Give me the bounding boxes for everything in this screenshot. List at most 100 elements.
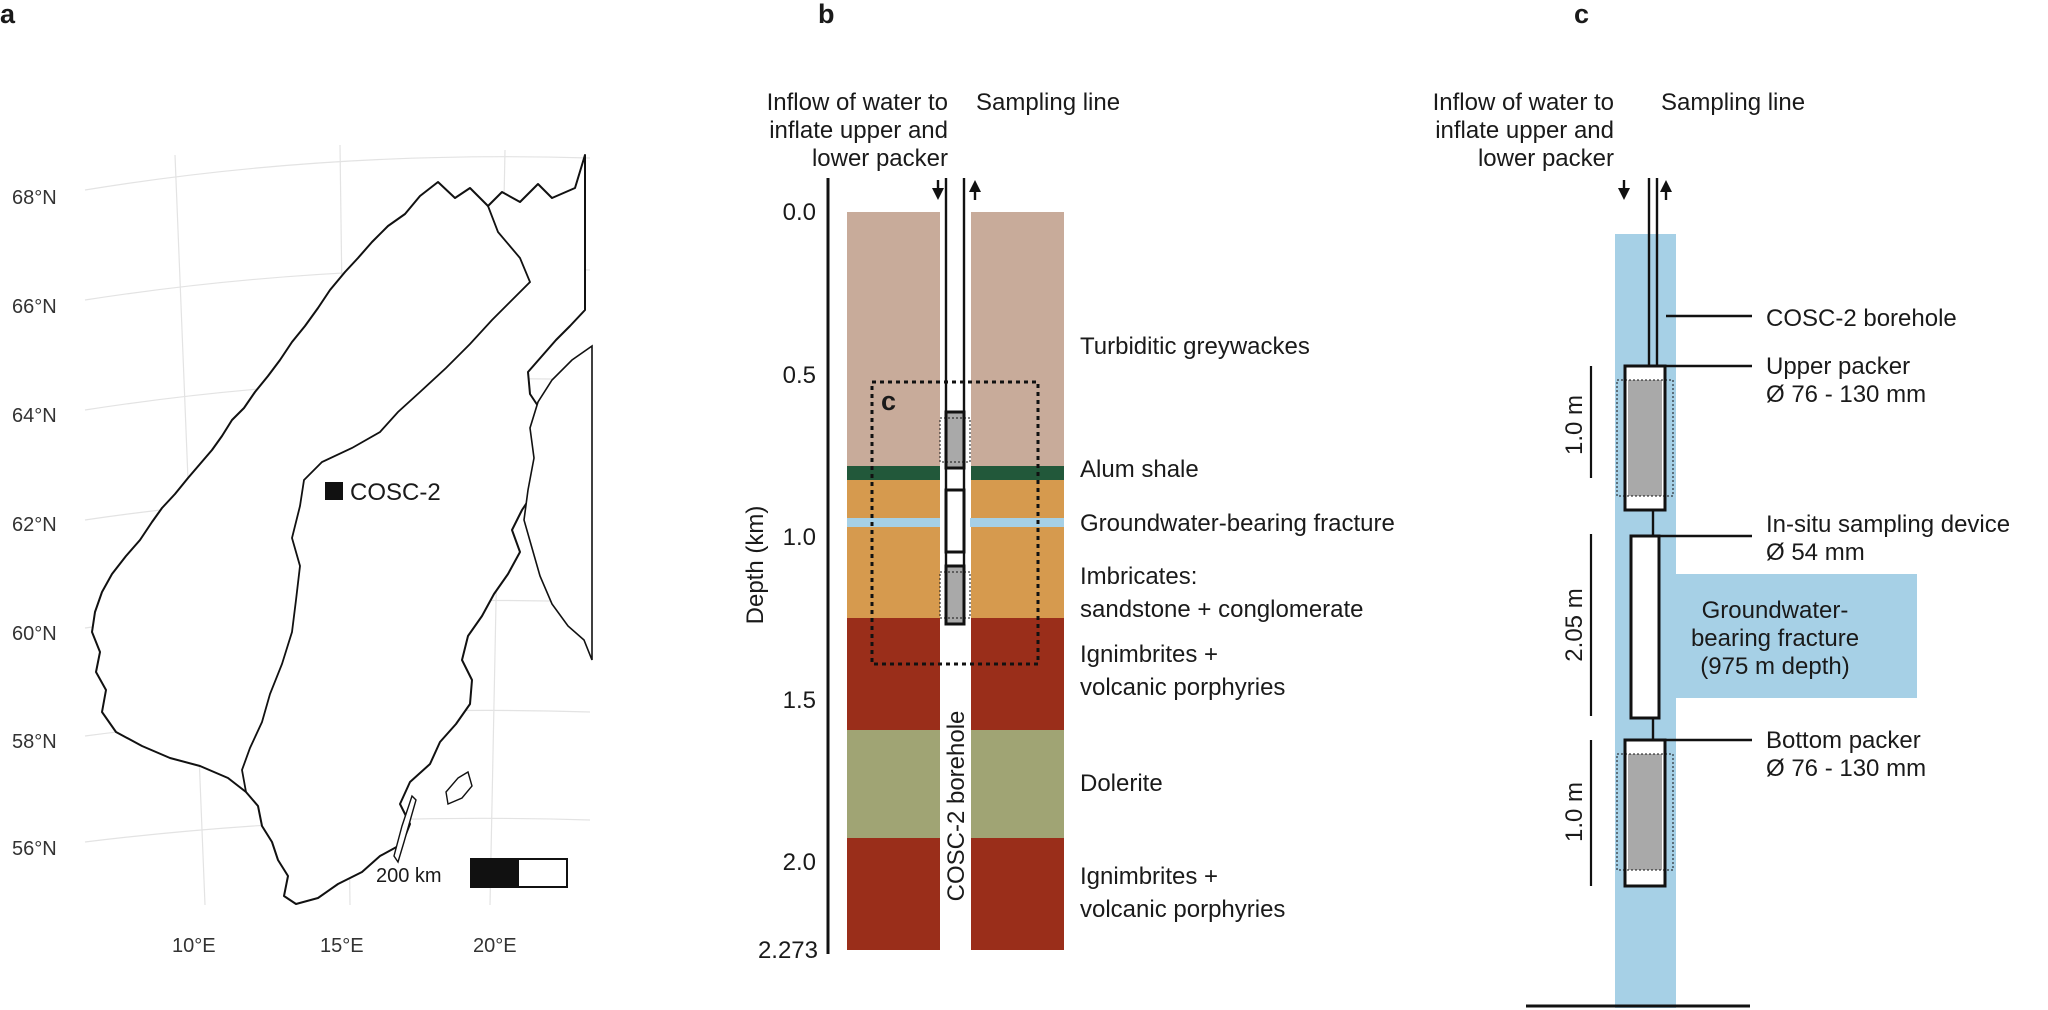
- layer-label: Groundwater-bearing fracture: [1080, 510, 1395, 537]
- layer-label: Imbricates:: [1080, 563, 1197, 590]
- b-bottom-packer: [939, 564, 971, 626]
- layer-label: Ignimbrites +: [1080, 863, 1218, 890]
- depth-axis-title: Depth (km): [742, 506, 769, 625]
- c-bottom-packer: [1616, 738, 1674, 888]
- map-lat-labels: 68°N 66°N 64°N 62°N 60°N 58°N 56°N: [12, 187, 57, 860]
- c-dim-label: 1.0 m: [1561, 782, 1588, 842]
- c-leader-lines: [1659, 314, 1752, 742]
- depth-tick: 2.0: [783, 849, 816, 876]
- c-borehole-label: COSC-2 borehole: [1766, 305, 1957, 332]
- finland-outline: [523, 344, 593, 661]
- b-upper-packer: [939, 410, 971, 470]
- strat-band-greywacke: [971, 212, 1064, 466]
- b-inflow-label: Inflow of water to inflate upper and low…: [767, 89, 948, 172]
- depth-tick: 0.5: [783, 362, 816, 389]
- svg-text:In-situ sampling device: In-situ sampling device: [1766, 511, 2010, 538]
- c-dim-label: 1.0 m: [1561, 395, 1588, 455]
- lon-label: 20°E: [473, 935, 517, 957]
- scale-bar: [470, 858, 568, 888]
- c-fracture-zone: [1615, 574, 1917, 698]
- c-dim-label: 2.05 m: [1561, 588, 1588, 661]
- lat-label: 66°N: [12, 296, 57, 318]
- svg-text:lower packer: lower packer: [1478, 145, 1614, 172]
- svg-text:bearing fracture: bearing fracture: [1691, 625, 1859, 652]
- scale-bar-label: 200 km: [376, 865, 442, 887]
- c-bottom-packer-label: Bottom packer Ø 76 - 130 mm: [1766, 727, 1926, 782]
- strat-band-fracture: [971, 518, 1064, 527]
- strat-band-imbricates: [847, 527, 941, 618]
- strat-band-imbricates: [971, 480, 1064, 518]
- lat-label: 58°N: [12, 731, 57, 753]
- strat-band-dolerite: [847, 730, 941, 838]
- svg-text:(975 m depth): (975 m depth): [1700, 653, 1849, 680]
- strat-band-ignimbrite: [971, 838, 1064, 950]
- layer-label: Dolerite: [1080, 770, 1163, 797]
- svg-text:Ø 76 - 130 mm: Ø 76 - 130 mm: [1766, 755, 1926, 782]
- svg-text:lower packer: lower packer: [812, 145, 948, 172]
- c-sampler-label: In-situ sampling device Ø 54 mm: [1766, 511, 2010, 566]
- lat-label: 68°N: [12, 187, 57, 209]
- layer-label: volcanic porphyries: [1080, 896, 1285, 923]
- map-lon-labels: 10°E 15°E 20°E: [172, 935, 517, 957]
- c-lines: [1622, 178, 1668, 740]
- c-inflow-label: Inflow of water to inflate upper and low…: [1433, 89, 1614, 172]
- c-sampling-label: Sampling line: [1661, 89, 1805, 116]
- inset-c-outline: [870, 380, 1040, 666]
- country-border: [241, 205, 532, 793]
- strat-band-alum-shale: [971, 466, 1064, 480]
- c-upper-packer: [1616, 364, 1674, 512]
- c-inflow-arrow: [1618, 188, 1630, 200]
- svg-text:Inflow of water to: Inflow of water to: [1433, 89, 1614, 116]
- strat-band-ignimbrite: [847, 618, 941, 730]
- svg-text:Upper packer: Upper packer: [1766, 353, 1910, 380]
- svg-text:Groundwater-: Groundwater-: [1702, 597, 1849, 624]
- lon-label: 10°E: [172, 935, 216, 957]
- panel-label-a: a: [0, 0, 16, 29]
- strat-band-ignimbrite: [971, 618, 1064, 730]
- strat-band-greywacke: [847, 212, 941, 466]
- b-sampling-device: [944, 488, 966, 554]
- layer-label: volcanic porphyries: [1080, 674, 1285, 701]
- layer-label: sandstone + conglomerate: [1080, 596, 1364, 623]
- c-upper-packer-label: Upper packer Ø 76 - 130 mm: [1766, 353, 1926, 408]
- panel-label-b: b: [818, 0, 835, 29]
- depth-tick: 2.273: [758, 937, 818, 964]
- layer-label: Ignimbrites +: [1080, 641, 1218, 668]
- depth-axis: 0.0 0.5 1.0 1.5 2.0 2.273 Depth (km): [742, 178, 830, 964]
- lat-label: 64°N: [12, 405, 57, 427]
- depth-tick: 1.5: [783, 687, 816, 714]
- strat-column: [847, 212, 1064, 950]
- oland: [393, 794, 417, 864]
- cosc2-site-label: COSC-2: [350, 479, 441, 506]
- svg-text:Ø 76 - 130 mm: Ø 76 - 130 mm: [1766, 381, 1926, 408]
- layer-labels: Turbiditic greywackes Alum shale Groundw…: [1080, 333, 1395, 923]
- layer-label: Turbiditic greywackes: [1080, 333, 1310, 360]
- strat-band-imbricates: [847, 480, 941, 518]
- gotland: [445, 770, 473, 805]
- b-borehole-label: COSC-2 borehole: [943, 711, 970, 902]
- c-sampling-device: [1629, 534, 1661, 720]
- svg-text:Ø 54 mm: Ø 54 mm: [1766, 539, 1865, 566]
- scandinavia-outline: [91, 154, 586, 905]
- cosc2-site-marker: [325, 482, 343, 500]
- depth-tick: 0.0: [783, 199, 816, 226]
- lat-label: 60°N: [12, 623, 57, 645]
- b-sampling-label: Sampling line: [976, 89, 1120, 116]
- strat-band-alum-shale: [847, 466, 941, 480]
- svg-text:Inflow of water to: Inflow of water to: [767, 89, 948, 116]
- inset-c-label: c: [881, 386, 896, 416]
- depth-tick: 1.0: [783, 524, 816, 551]
- lon-label: 15°E: [320, 935, 364, 957]
- c-fracture-label: Groundwater- bearing fracture (975 m dep…: [1691, 597, 1859, 680]
- strat-band-imbricates: [971, 527, 1064, 618]
- strat-band-fracture: [847, 518, 941, 527]
- svg-text:inflate upper and: inflate upper and: [769, 117, 948, 144]
- c-sampling-arrow: [1660, 180, 1672, 192]
- lat-label: 56°N: [12, 838, 57, 860]
- strat-band-dolerite: [971, 730, 1064, 838]
- svg-text:inflate upper and: inflate upper and: [1435, 117, 1614, 144]
- layer-label: Alum shale: [1080, 456, 1199, 483]
- strat-band-ignimbrite: [847, 838, 941, 950]
- lat-label: 62°N: [12, 514, 57, 536]
